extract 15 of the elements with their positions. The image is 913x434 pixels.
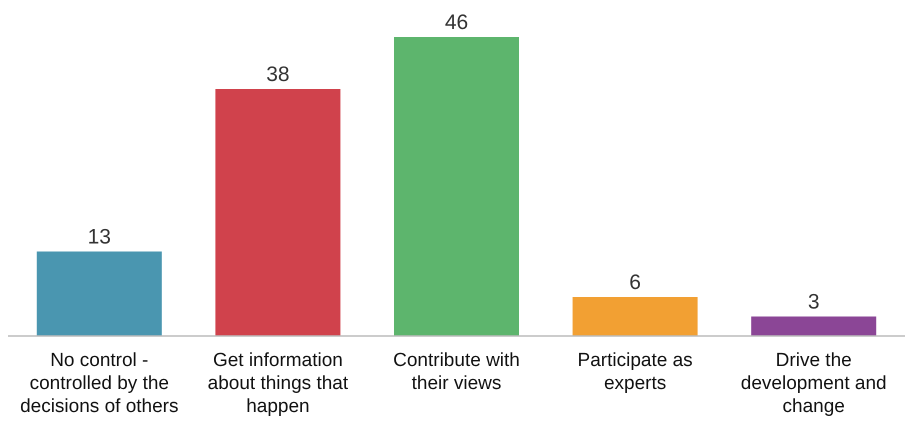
bar [36,252,162,336]
data-label: 46 [444,11,468,34]
x-tick-label: Participate as experts [578,350,693,394]
data-label: 13 [88,226,111,248]
data-label: 38 [266,63,290,86]
bar [215,89,340,336]
bar [751,316,876,336]
data-label: 3 [808,290,820,314]
bar [572,297,698,336]
bar [394,37,520,336]
x-tick-label: Contribute with their views [393,350,520,394]
x-tick-label: No control - controlled by the decisions of others [20,350,179,417]
x-tick-label: Drive the development and change [740,350,887,417]
data-label: 6 [629,271,641,294]
x-tick-label: Get information about things that happen [208,350,349,417]
